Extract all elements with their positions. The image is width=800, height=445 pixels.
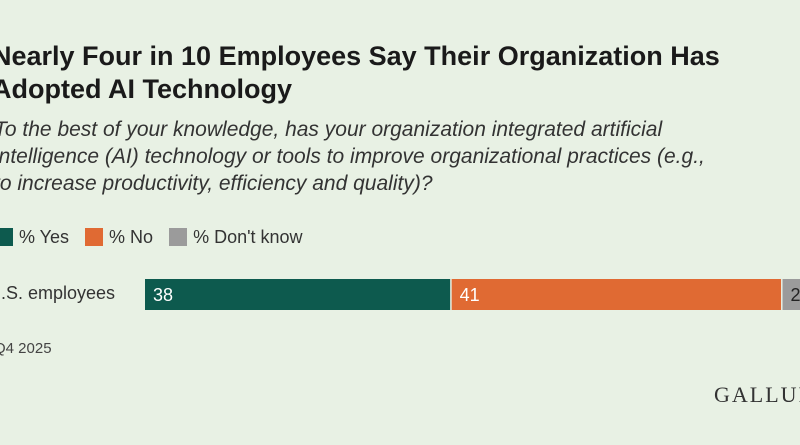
data-label-dont-know: 21 [791, 285, 800, 305]
bar-segment-dont-know [782, 279, 800, 310]
legend: % Yes % No % Don't know [0, 226, 319, 248]
gallup-logo: GALLUP [714, 382, 800, 407]
legend-item-no: % No [85, 227, 153, 248]
data-label-no: 41 [460, 285, 480, 305]
chart-subtitle-line: to increase productivity, efficiency and… [0, 172, 433, 195]
chart-subtitle-line: intelligence (AI) technology or tools to… [0, 145, 705, 168]
legend-swatch-no [85, 228, 104, 246]
legend-label-no: % No [109, 226, 154, 247]
legend-swatch-dont-know [169, 228, 188, 246]
data-label-yes: 38 [153, 285, 173, 305]
bar-segment-yes [145, 279, 451, 310]
chart-title: Nearly Four in 10 Employees Say Their Or… [0, 40, 800, 106]
chart-subtitle: To the best of your knowledge, has your … [0, 116, 800, 197]
legend-item-yes: % Yes [0, 227, 69, 248]
category-label: U.S. employees [0, 283, 116, 303]
legend-swatch-yes [0, 228, 13, 246]
source-note: Q4 2025 [0, 340, 52, 357]
legend-label-yes: % Yes [19, 226, 70, 247]
legend-label-dont-know: % Don't know [193, 226, 303, 247]
legend-item-dont-know: % Don't know [169, 227, 303, 248]
chart-title-line: Adopted AI Technology [0, 74, 292, 104]
bar-segment-no [451, 279, 782, 310]
chart-title-line: Nearly Four in 10 Employees Say Their Or… [0, 41, 720, 71]
chart-subtitle-line: To the best of your knowledge, has your … [0, 118, 663, 141]
